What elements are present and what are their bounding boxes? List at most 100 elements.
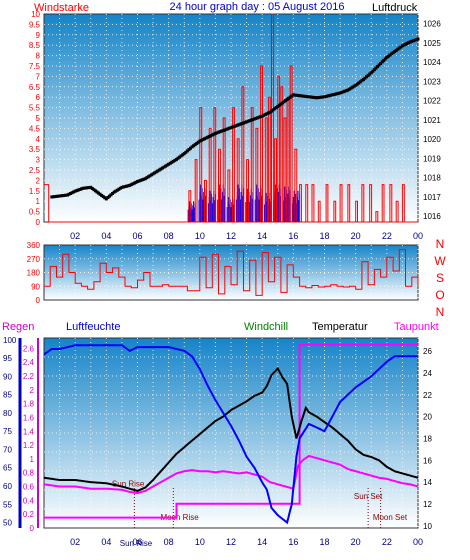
humidity-temp-panel (43, 337, 419, 529)
direction-tick-label: 360 (27, 241, 41, 250)
pressure-tick-label: 1025 (423, 39, 441, 48)
rain-tick-label: 2.4 (23, 358, 35, 367)
x-tick-label: 02 (70, 231, 80, 241)
x-tick-label: 14 (257, 231, 267, 241)
wind-tick-label: 9 (36, 31, 41, 40)
legend-windchill: Windchill (244, 321, 288, 333)
temperature-line (43, 366, 419, 492)
humidity-tick-label: 75 (3, 427, 12, 436)
rain-tick-label: 2 (30, 386, 35, 395)
rain-tick-label: 2.2 (23, 372, 35, 381)
rain-tick-label: 0.8 (23, 469, 35, 478)
pressure-tick-label: 1018 (423, 174, 441, 183)
humidity-tick-label: 80 (3, 409, 12, 418)
wind-tick-label: 0.5 (29, 208, 41, 217)
wind-tick-label: 0 (36, 218, 41, 227)
x-tick-label: 00 (413, 537, 423, 547)
x-tick-label: 20 (351, 231, 361, 241)
dewpoint-line (43, 454, 419, 495)
temp-tick-label: 18 (423, 434, 432, 443)
wind-tick-label: 6.5 (29, 83, 41, 92)
temp-tick-label: 16 (423, 456, 432, 465)
pressure-tick-label: 1020 (423, 135, 441, 144)
humidity-tick-label: 90 (3, 372, 12, 381)
x-tick-label: 22 (382, 537, 392, 547)
compass-label: S (436, 271, 444, 285)
humidity-tick-label: 65 (3, 464, 12, 473)
axis-sunrise-label: Sun Rise (120, 539, 153, 548)
rain-tick-label: 0 (30, 524, 35, 533)
legend-temperatur: Temperatur (312, 321, 368, 333)
pressure-tick-label: 1019 (423, 154, 441, 163)
sunrise-annotation: Sun Rise (112, 480, 145, 489)
rain-tick-label: 0.4 (23, 496, 35, 505)
pressure-tick-label: 1022 (423, 97, 441, 106)
wind-tick-label: 3.5 (29, 145, 41, 154)
x-tick-label: 18 (319, 231, 329, 241)
temp-tick-label: 10 (423, 522, 432, 531)
wind-axis-title: Windstarke (34, 2, 89, 14)
wind-tick-label: 4.5 (29, 124, 41, 133)
compass-label: O (435, 288, 444, 302)
legend-taupunkt: Taupunkt (394, 321, 439, 333)
rain-tick-label: 1.2 (23, 441, 35, 450)
rain-tick-label: 1.6 (23, 413, 35, 422)
wind-tick-label: 5 (36, 114, 41, 123)
rain-line (44, 343, 418, 519)
humidity-tick-label: 70 (3, 445, 12, 454)
pressure-tick-label: 1024 (423, 58, 441, 67)
x-tick-label: 10 (195, 537, 205, 547)
direction-tick-label: 90 (31, 282, 40, 291)
compass-label: W (434, 254, 446, 268)
pressure-tick-label: 1026 (423, 20, 441, 29)
pressure-axis-title: Luftdruck (372, 2, 418, 14)
x-tick-label: 12 (226, 537, 236, 547)
humidity-tick-label: 55 (3, 500, 12, 509)
wind-tick-label: 10 (31, 10, 40, 19)
humidity-tick-label: 50 (3, 519, 12, 528)
x-tick-label: 16 (288, 231, 298, 241)
rain-tick-label: 0.2 (23, 510, 35, 519)
temp-tick-label: 14 (423, 478, 432, 487)
rain-tick-label: 1.8 (23, 400, 35, 409)
pressure-line (51, 38, 419, 201)
temp-tick-label: 24 (423, 369, 432, 378)
rain-tick-label: 1 (30, 455, 35, 464)
humidity-tick-label: 95 (3, 354, 12, 363)
humidity-line (43, 344, 418, 525)
x-tick-label: 20 (351, 537, 361, 547)
x-tick-label: 04 (101, 231, 111, 241)
wind-tick-label: 2.5 (29, 166, 41, 175)
x-tick-label: 02 (70, 537, 80, 547)
rain-tick-label: 0.6 (23, 483, 35, 492)
temp-tick-label: 20 (423, 413, 432, 422)
wind-tick-label: 7.5 (29, 62, 41, 71)
pressure-point (50, 195, 54, 199)
wind-tick-label: 8 (36, 52, 41, 61)
temp-tick-label: 12 (423, 500, 432, 509)
pressure-tick-label: 1023 (423, 77, 441, 86)
wind-tick-label: 1 (36, 197, 41, 206)
pressure-tick-label: 1017 (423, 193, 441, 202)
wind-tick-label: 8.5 (29, 41, 41, 50)
pressure-tick-label: 1021 (423, 116, 441, 125)
humidity-tick-label: 100 (3, 336, 17, 345)
wind-tick-label: 9.5 (29, 20, 41, 29)
wind-tick-label: 1.5 (29, 187, 41, 196)
legend-regen: Regen (2, 321, 34, 333)
wind-tick-label: 7 (36, 72, 41, 81)
direction-tick-label: 180 (27, 269, 41, 278)
x-tick-label: 06 (132, 537, 142, 547)
x-tick-label: 14 (257, 537, 267, 547)
wind-tick-label: 4 (36, 135, 41, 144)
chart-title: 24 hour graph day : 05 August 2016 (170, 1, 345, 13)
x-tick-label: 00 (413, 231, 423, 241)
moonrise-annotation: Moon Rise (160, 513, 199, 522)
x-tick-label: 04 (101, 537, 111, 547)
rain-tick-label: 1.4 (23, 427, 35, 436)
x-tick-label: 22 (382, 231, 392, 241)
temp-tick-label: 22 (423, 391, 432, 400)
wind-direction-line (44, 249, 419, 296)
pressure-tick-label: 1016 (423, 212, 441, 221)
rain-tick-label: 2.6 (23, 344, 35, 353)
